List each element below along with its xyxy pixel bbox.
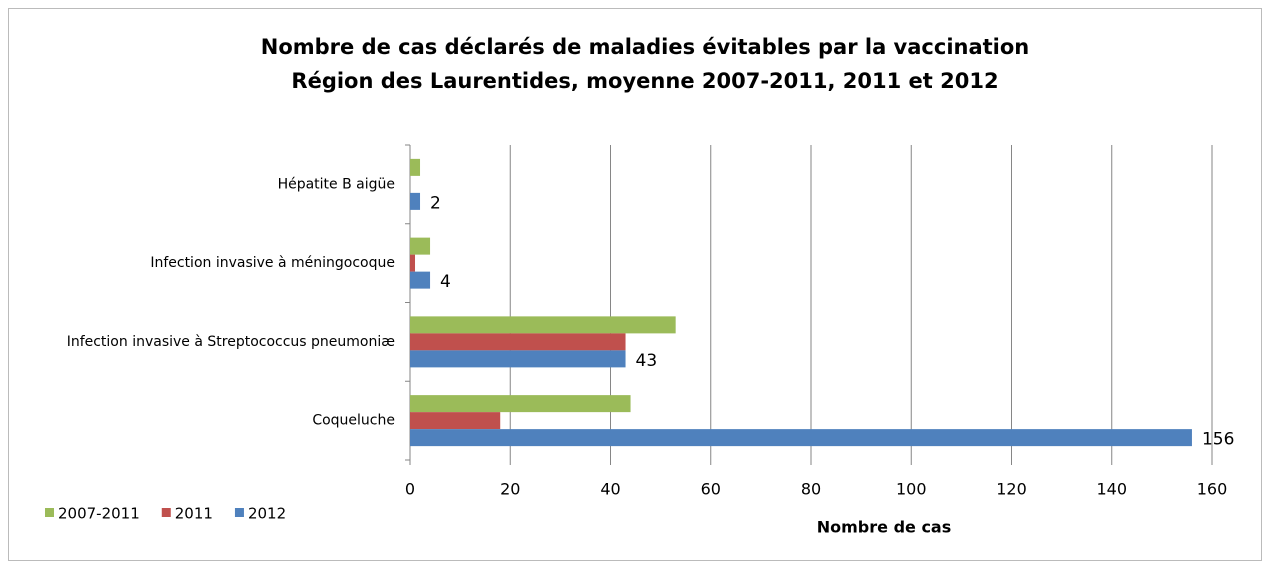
bar (410, 237, 431, 255)
chart-subtitle: Région des Laurentides, moyenne 2007-201… (291, 69, 998, 93)
data-label: 4 (440, 272, 451, 292)
chart-title: Nombre de cas déclarés de maladies évita… (261, 35, 1030, 59)
data-label: 156 (1202, 430, 1234, 450)
y-tick-label: Infection invasive à Streptococcus pneum… (67, 334, 396, 350)
bar (410, 395, 631, 413)
data-label: 43 (636, 351, 658, 371)
legend-swatch (234, 508, 244, 517)
x-tick-label: 20 (500, 480, 520, 499)
x-tick-label: 100 (896, 480, 927, 499)
x-tick-label: 40 (600, 480, 620, 499)
x-tick-label: 120 (996, 480, 1027, 499)
legend-label: 2012 (248, 505, 286, 523)
y-tick-label: Infection invasive à méningocoque (150, 255, 395, 271)
y-tick-label: Coqueluche (312, 413, 395, 429)
bar (410, 271, 431, 289)
bar (410, 350, 626, 368)
bar (410, 158, 421, 176)
legend-label: 2007-2011 (58, 505, 140, 523)
bar (410, 316, 676, 334)
x-tick-label: 160 (1197, 480, 1228, 499)
bar (410, 429, 1192, 447)
legend-swatch (161, 508, 171, 517)
x-tick-label: 80 (801, 480, 821, 499)
x-axis-label: Nombre de cas (817, 518, 952, 537)
x-tick-label: 140 (1096, 480, 1127, 499)
bar (410, 333, 626, 351)
legend-label: 2011 (175, 505, 213, 523)
bar (410, 412, 501, 430)
x-tick-label: 60 (701, 480, 721, 499)
bar (410, 254, 416, 272)
legend-swatch (45, 508, 54, 517)
chart-frame (8, 8, 1262, 561)
y-tick-label: Hépatite B aigüe (278, 176, 395, 192)
data-label: 2 (430, 193, 441, 213)
x-tick-label: 0 (405, 480, 415, 499)
bar (410, 192, 421, 210)
